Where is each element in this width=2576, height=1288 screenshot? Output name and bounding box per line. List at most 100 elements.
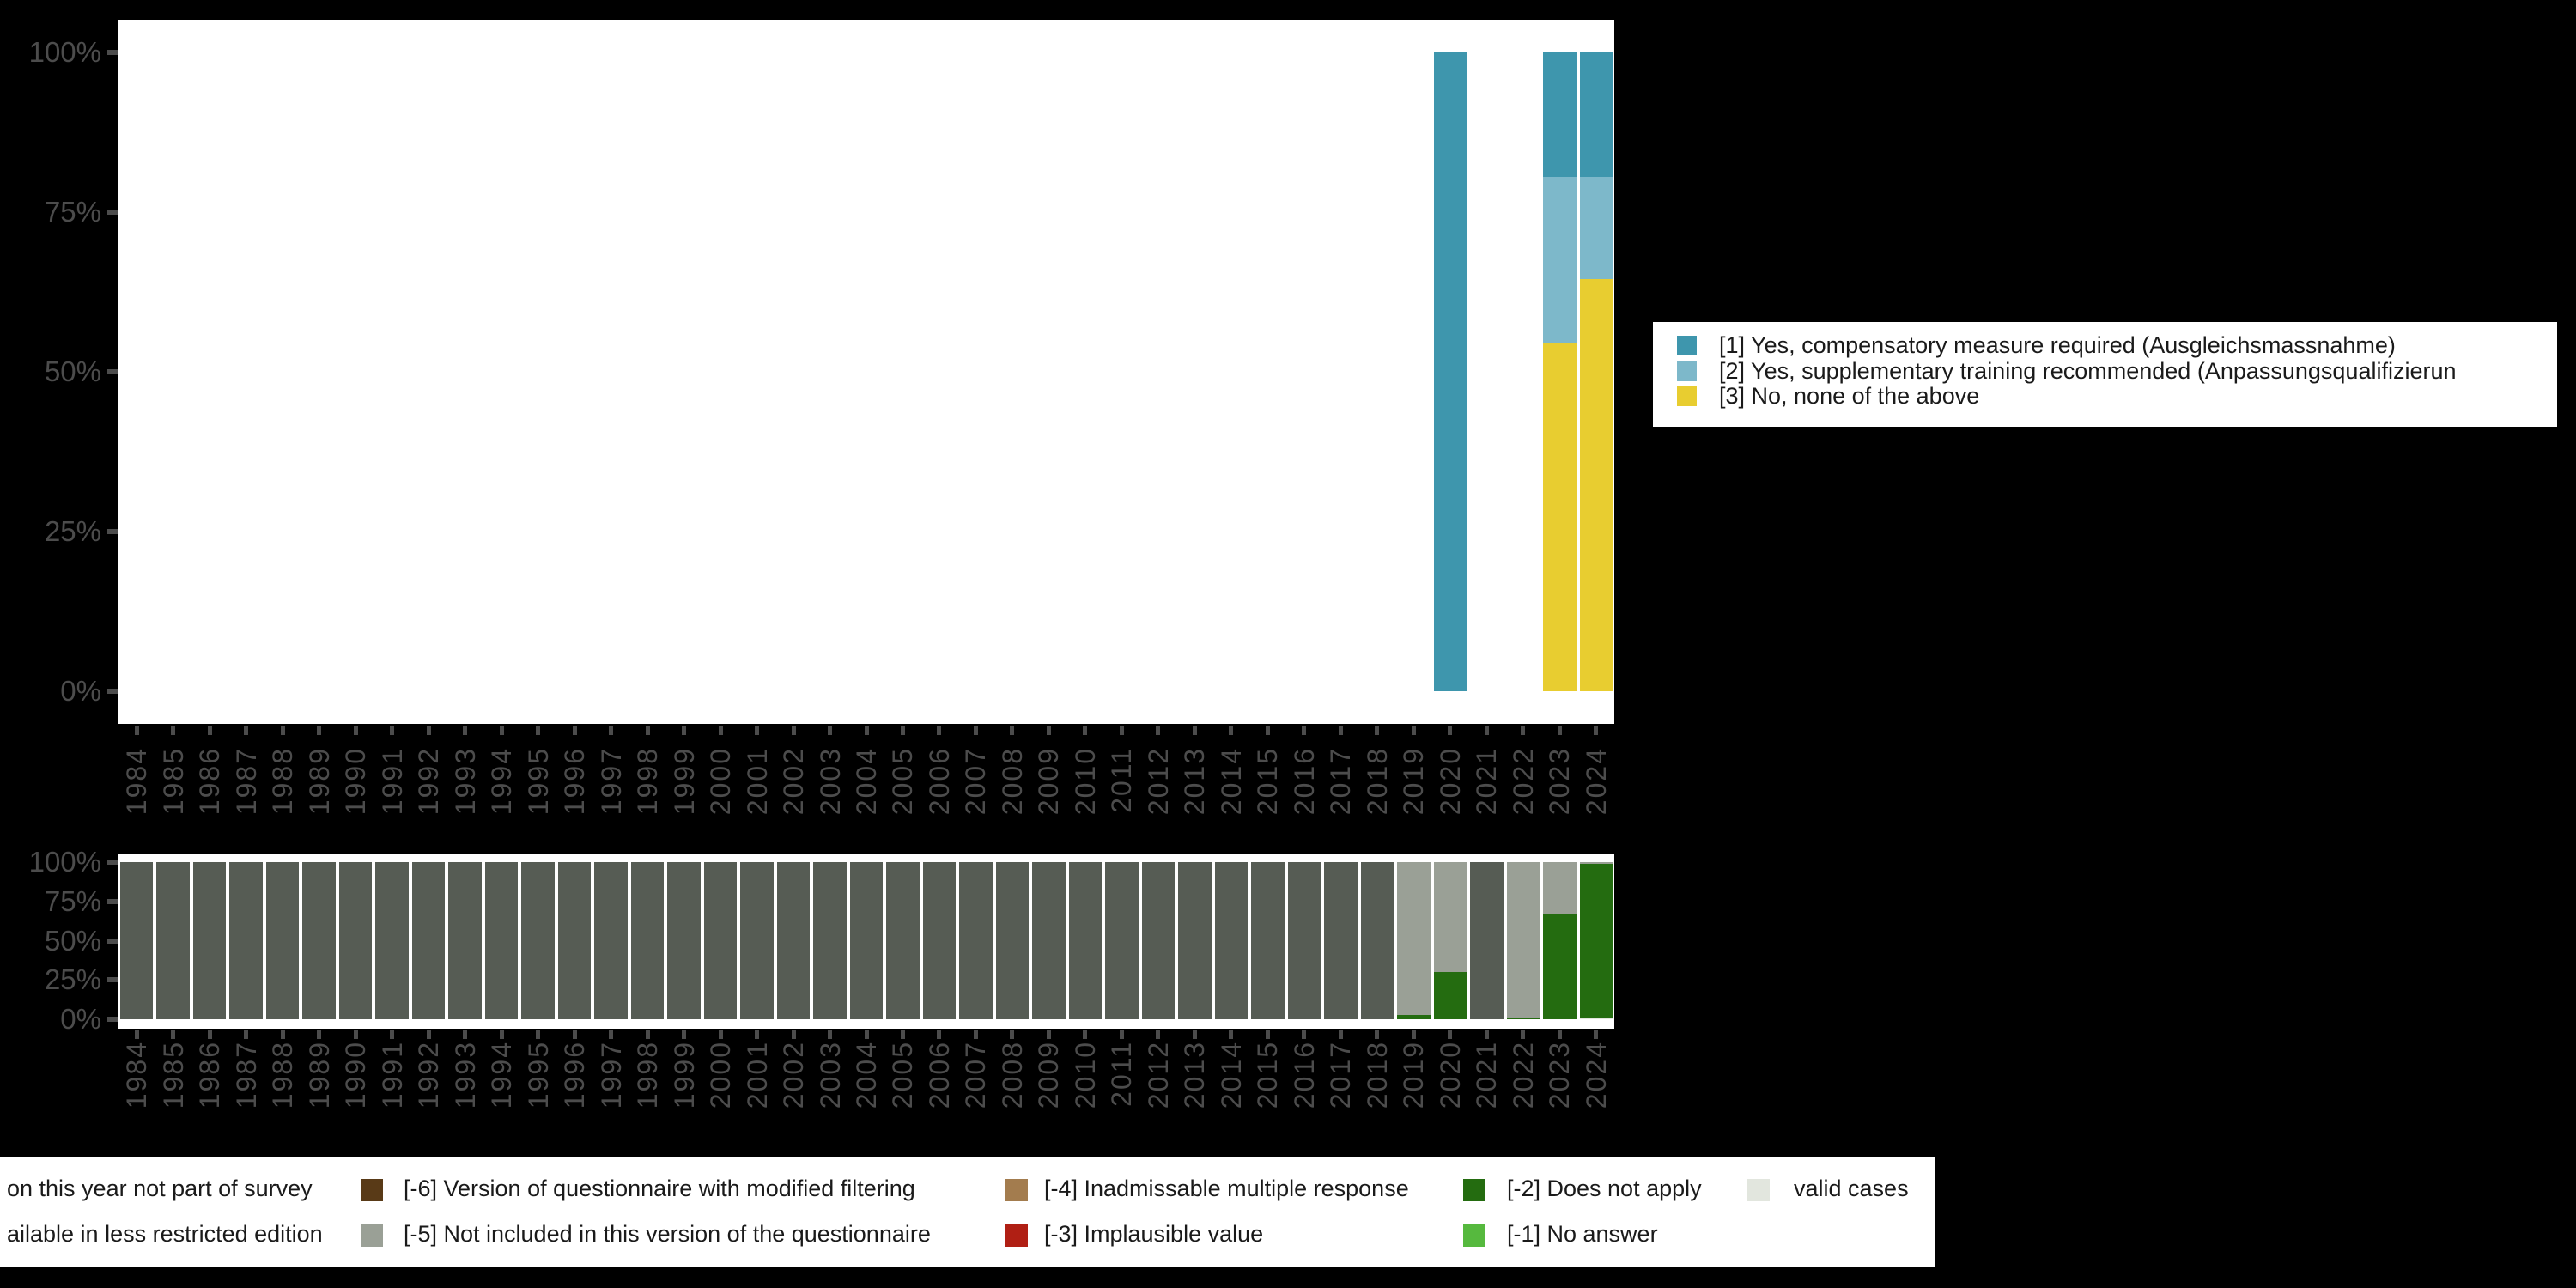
x-axis-year-label: 1990 — [340, 1041, 372, 1109]
x-axis-tick — [900, 1030, 905, 1039]
x-axis-year-label: 1984 — [121, 1041, 153, 1109]
x-axis-tick — [1521, 1030, 1526, 1039]
x-axis-tick — [791, 1030, 796, 1039]
y-axis-label: 50% — [44, 355, 101, 387]
y-axis-tick — [107, 938, 118, 944]
legend-label-cut-off: on this year not part of survey — [7, 1176, 313, 1201]
bar-segment-not_part — [557, 862, 592, 1019]
x-axis-year-label: 2001 — [741, 747, 773, 816]
x-axis-year-label: 1998 — [632, 1041, 664, 1109]
x-axis-year-label: 2009 — [1033, 747, 1065, 816]
top-chart-panel — [118, 20, 1614, 724]
x-axis-year-label: 1997 — [595, 1041, 627, 1109]
x-axis-tick — [1229, 726, 1234, 735]
x-axis-tick — [1484, 1030, 1489, 1039]
x-axis-tick — [1375, 726, 1380, 735]
y-axis-tick — [107, 1017, 118, 1022]
x-axis-tick — [1192, 1030, 1197, 1039]
x-axis-tick — [937, 1030, 942, 1039]
legend-swatch-minus6 — [361, 1179, 383, 1201]
x-axis-year-label: 2006 — [923, 747, 955, 816]
x-axis-tick — [973, 726, 978, 735]
x-axis-tick — [1594, 1030, 1599, 1039]
legend-swatch-category-3 — [1677, 386, 1697, 406]
legend-label-cut-off: ailable in less restricted edition — [7, 1221, 323, 1247]
bar-segment-not_included — [1433, 862, 1467, 973]
x-axis-year-label: 2011 — [1106, 747, 1138, 813]
x-axis-year-label: 1995 — [522, 1041, 554, 1109]
y-axis-tick — [107, 50, 118, 55]
x-axis-year-label: 1988 — [267, 1041, 299, 1109]
x-axis-year-label: 1989 — [303, 1041, 335, 1109]
x-axis-tick — [1302, 1030, 1307, 1039]
x-axis-tick — [900, 726, 905, 735]
bar-segment-not_part — [302, 862, 336, 1019]
x-axis-tick — [426, 1030, 431, 1039]
legend-swatch-minus5 — [361, 1224, 383, 1247]
bar-segment-does_not_apply — [1543, 914, 1577, 1019]
bar-segment-s2 — [1579, 177, 1613, 280]
x-axis-tick — [426, 726, 431, 735]
x-axis-tick — [973, 1030, 978, 1039]
bar-segment-not_part — [630, 862, 665, 1019]
y-axis-label: 25% — [44, 515, 101, 547]
legend-label: valid cases — [1794, 1176, 1909, 1201]
x-axis-tick — [682, 726, 687, 735]
legend-swatch-minus2 — [1463, 1179, 1485, 1201]
y-axis-label: 100% — [28, 846, 101, 878]
x-axis-year-label: 2020 — [1434, 1041, 1466, 1109]
x-axis-tick — [1448, 1030, 1453, 1039]
x-axis-year-label: 2010 — [1069, 1041, 1101, 1109]
bar-segment-not_part — [1068, 862, 1103, 1019]
x-axis-tick — [645, 1030, 650, 1039]
x-axis-year-label: 1988 — [267, 747, 299, 816]
x-axis-tick — [1046, 726, 1051, 735]
x-axis-tick — [1557, 1030, 1562, 1039]
legend-label: [1] Yes, compensatory measure required (… — [1719, 332, 2396, 358]
x-axis-year-label: 2001 — [741, 1041, 773, 1109]
x-axis-tick — [1010, 1030, 1015, 1039]
bar-segment-not_part — [338, 862, 373, 1019]
x-axis-tick — [1156, 1030, 1161, 1039]
x-axis-year-label: 1993 — [449, 747, 481, 816]
bar-segment-not_included — [1543, 862, 1577, 914]
x-axis-tick — [609, 726, 614, 735]
x-axis-year-label: 2008 — [996, 747, 1028, 816]
bar-segment-not_part — [521, 862, 555, 1019]
x-axis-tick — [1521, 726, 1526, 735]
x-axis-tick — [134, 726, 139, 735]
x-axis-tick — [864, 1030, 869, 1039]
bar-segment-not_part — [959, 862, 993, 1019]
bar-segment-not_part — [484, 862, 519, 1019]
x-axis-tick — [828, 1030, 832, 1039]
y-axis-label: 75% — [44, 884, 101, 917]
bar-segment-does_not_apply — [1397, 1014, 1431, 1019]
x-axis-tick — [1557, 726, 1562, 735]
x-axis-tick — [755, 726, 760, 735]
bar-segment-not_part — [703, 862, 738, 1019]
x-axis-tick — [1265, 1030, 1270, 1039]
x-axis-year-label: 1985 — [157, 1041, 189, 1109]
x-axis-tick — [353, 726, 358, 735]
x-axis-year-label: 2006 — [923, 1041, 955, 1109]
x-axis-tick — [791, 726, 796, 735]
x-axis-year-label: 2002 — [778, 747, 810, 816]
x-axis-year-label: 2021 — [1471, 1041, 1503, 1109]
x-axis-year-label: 2019 — [1398, 747, 1430, 816]
bar-segment-not_part — [995, 862, 1030, 1019]
x-axis-tick — [1119, 1030, 1124, 1039]
x-axis-year-label: 2024 — [1580, 1041, 1612, 1109]
x-axis-tick — [609, 1030, 614, 1039]
x-axis-tick — [171, 1030, 176, 1039]
x-axis-tick — [244, 1030, 249, 1039]
x-axis-year-label: 2003 — [814, 1041, 846, 1109]
bar-segment-not_part — [813, 862, 847, 1019]
y-axis-label: 0% — [60, 675, 101, 707]
top-chart-legend: [1] Yes, compensatory measure required (… — [1653, 322, 2557, 427]
x-axis-tick — [755, 1030, 760, 1039]
x-axis-tick — [1302, 726, 1307, 735]
x-axis-tick — [718, 726, 723, 735]
x-axis-tick — [499, 726, 504, 735]
x-axis-tick — [682, 1030, 687, 1039]
